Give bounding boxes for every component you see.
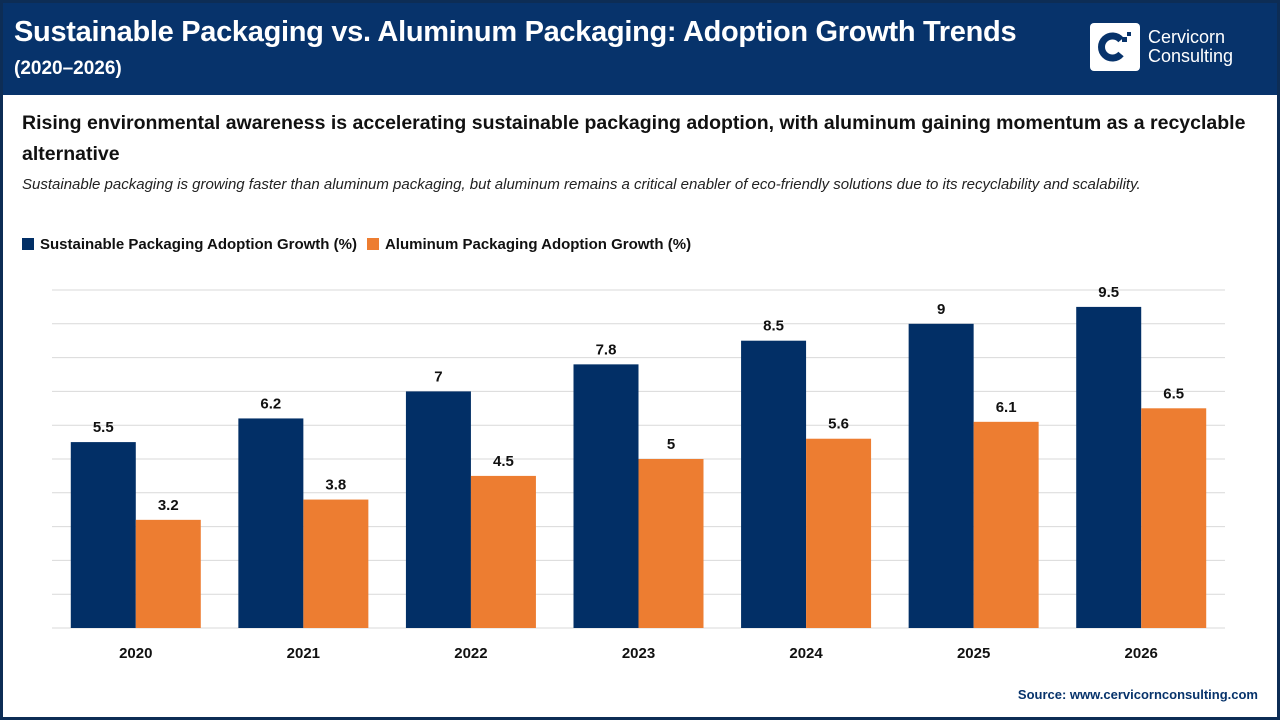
data-label: 9.5 xyxy=(1098,284,1119,301)
data-label: 5.6 xyxy=(828,416,849,433)
x-tick-label: 2021 xyxy=(287,645,320,662)
bar xyxy=(741,340,807,628)
bar xyxy=(405,391,471,628)
chart-description: Sustainable packaging is growing faster … xyxy=(22,176,1141,193)
page-title: Sustainable Packaging vs. Aluminum Packa… xyxy=(14,16,1017,48)
legend-label: Sustainable Packaging Adoption Growth (%… xyxy=(40,236,357,253)
x-tick-label: 2025 xyxy=(957,645,990,662)
bar xyxy=(303,499,369,628)
data-label: 7.8 xyxy=(596,341,617,358)
data-label: 8.5 xyxy=(763,318,784,335)
legend-swatch xyxy=(22,238,34,250)
page-subtitle: (2020–2026) xyxy=(14,58,122,79)
data-label: 3.2 xyxy=(158,497,179,514)
legend: Sustainable Packaging Adoption Growth (%… xyxy=(22,236,691,253)
company-logo: Cervicorn Consulting xyxy=(1090,23,1233,71)
chart-headline: Rising environmental awareness is accele… xyxy=(22,112,1246,165)
legend-item: Aluminum Packaging Adoption Growth (%) xyxy=(366,236,692,253)
data-label: 6.5 xyxy=(1163,385,1184,402)
logo-icon xyxy=(1090,23,1140,71)
header-banner: Sustainable Packaging vs. Aluminum Packa… xyxy=(0,0,1280,95)
legend-item: Sustainable Packaging Adoption Growth (%… xyxy=(22,236,357,253)
x-tick-label: 2020 xyxy=(119,645,152,662)
data-label: 6.2 xyxy=(260,395,281,412)
data-label: 5.5 xyxy=(93,419,114,436)
bar xyxy=(908,323,974,628)
legend-label: Aluminum Packaging Adoption Growth (%) xyxy=(384,236,692,253)
bar xyxy=(238,418,304,628)
bar xyxy=(806,438,872,628)
data-label: 6.1 xyxy=(996,399,1017,416)
legend-swatch xyxy=(366,238,379,250)
bar xyxy=(1076,306,1142,628)
logo-text: Cervicorn xyxy=(1148,27,1226,47)
logo-text: Consulting xyxy=(1148,46,1234,66)
data-label: 7 xyxy=(434,368,442,385)
data-label: 3.8 xyxy=(325,477,346,494)
bar xyxy=(638,459,704,628)
data-label: 5 xyxy=(667,436,675,453)
bar xyxy=(973,421,1039,628)
bar xyxy=(70,442,136,628)
bar xyxy=(1141,408,1207,628)
x-tick-label: 2023 xyxy=(622,645,655,662)
x-tick-label: 2026 xyxy=(1125,645,1158,662)
data-label: 9 xyxy=(937,301,945,318)
bar xyxy=(573,364,639,628)
data-label: 4.5 xyxy=(493,453,514,470)
x-tick-label: 2022 xyxy=(454,645,487,662)
source-note: Source: www.cervicornconsulting.com xyxy=(1017,687,1258,702)
x-tick-label: 2024 xyxy=(789,645,823,662)
bar xyxy=(135,519,201,628)
bar xyxy=(470,475,536,628)
